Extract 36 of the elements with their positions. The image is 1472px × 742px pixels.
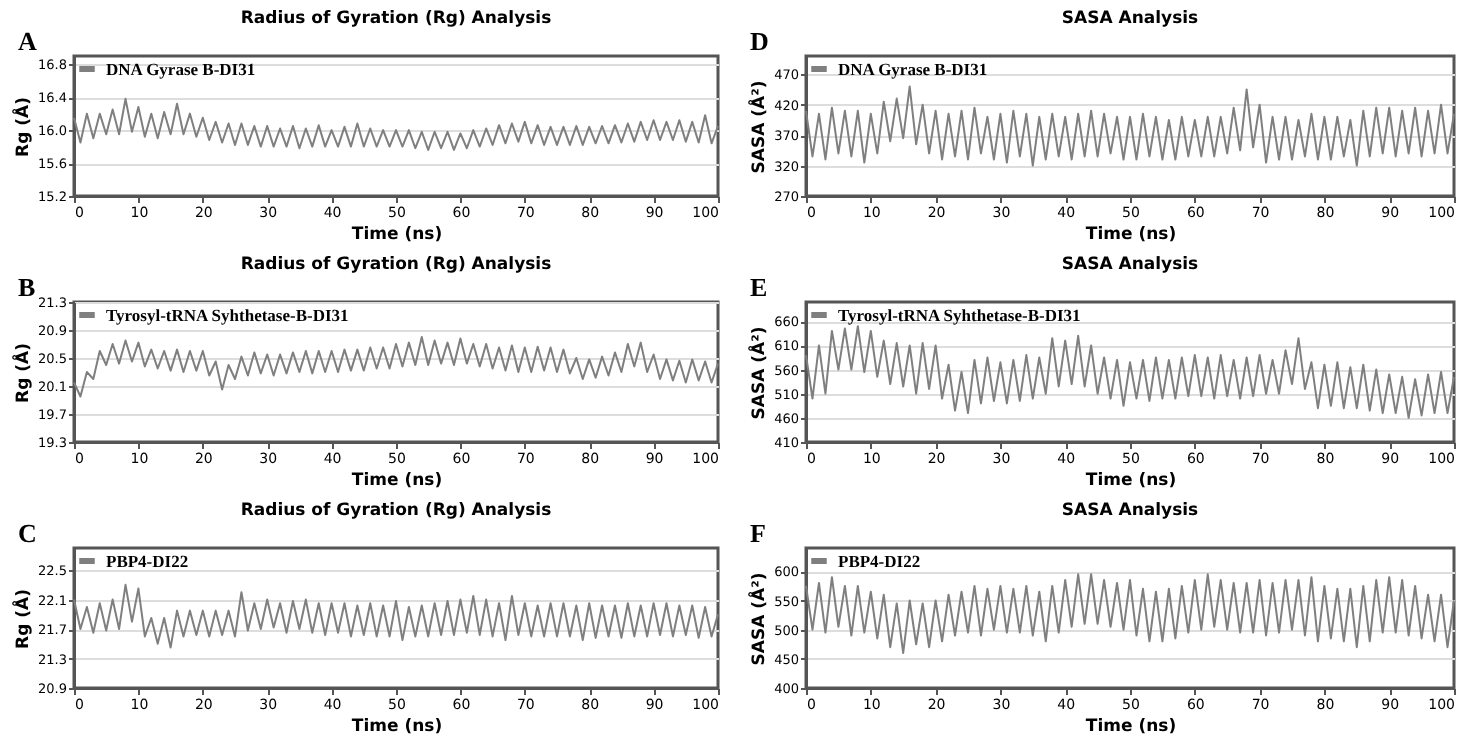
x-axis-title: Time (ns)	[1085, 225, 1177, 245]
chart-title: Radius of Gyration (Rg) Analysis	[240, 9, 552, 29]
chart-title: SASA Analysis	[1061, 501, 1199, 521]
x-axis-title: Time (ns)	[1085, 471, 1177, 491]
chart-title: Radius of Gyration (Rg) Analysis	[240, 255, 552, 275]
text: C	[18, 518, 37, 548]
line-series	[73, 97, 719, 151]
chart-title: SASA Analysis	[1061, 9, 1199, 29]
line-series	[805, 85, 1455, 167]
legend-label: PBP4-DI22	[838, 551, 921, 571]
text: E	[750, 272, 768, 302]
legend-label: Tyrosyl-tRNA Syhthetase-B-DI31	[106, 305, 349, 325]
line-series	[805, 573, 1455, 654]
legend-label: PBP4-DI22	[106, 551, 189, 571]
x-axis-title: Time (ns)	[351, 225, 443, 245]
legend-label: DNA Gyrase B-DI31	[838, 59, 988, 79]
x-axis-title: Time (ns)	[351, 471, 443, 491]
y-axis-title: SASA (Å²)	[748, 80, 771, 174]
y-axis-title: Rg (Å)	[12, 342, 35, 403]
line-series	[73, 583, 719, 649]
text: D	[750, 26, 769, 56]
line-series	[73, 336, 719, 398]
line-series	[805, 325, 1455, 419]
text: F	[750, 518, 766, 548]
x-axis-title: Time (ns)	[351, 717, 443, 737]
legend-label: DNA Gyrase B-DI31	[106, 59, 256, 79]
x-axis-title: Time (ns)	[1085, 717, 1177, 737]
text: A	[18, 26, 38, 56]
y-axis-title: Rg (Å)	[12, 96, 35, 157]
legend-label: Tyrosyl-tRNA Syhthetase-B-DI31	[838, 305, 1081, 325]
y-axis-title: Rg (Å)	[12, 588, 35, 649]
chart-title: SASA Analysis	[1061, 255, 1199, 275]
y-axis-title: SASA (Å²)	[748, 572, 771, 666]
chart-title: Radius of Gyration (Rg) Analysis	[240, 501, 552, 521]
y-axis-title: SASA (Å²)	[748, 326, 771, 420]
text: B	[18, 272, 36, 302]
